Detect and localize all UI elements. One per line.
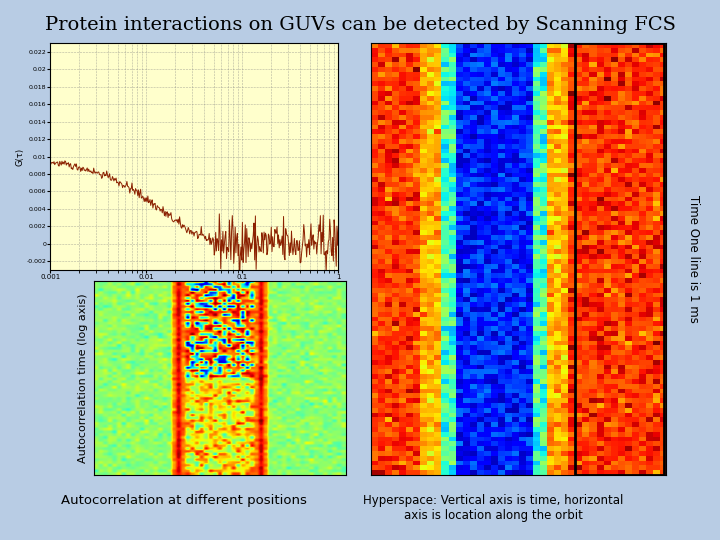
X-axis label: Tau (s): Tau (s) bbox=[181, 286, 208, 295]
Text: Time One line is 1 ms: Time One line is 1 ms bbox=[687, 195, 700, 323]
Y-axis label: Autocorrelation time (log axis): Autocorrelation time (log axis) bbox=[78, 293, 88, 463]
Bar bbox=[575, 43, 664, 475]
Text: Protein interactions on GUVs can be detected by Scanning FCS: Protein interactions on GUVs can be dete… bbox=[45, 16, 675, 34]
Text: Hyperspace: Vertical axis is time, horizontal
axis is location along the orbit: Hyperspace: Vertical axis is time, horiz… bbox=[363, 494, 624, 522]
Y-axis label: G(τ): G(τ) bbox=[16, 147, 25, 166]
Text: Autocorrelation at different positions: Autocorrelation at different positions bbox=[60, 494, 307, 507]
